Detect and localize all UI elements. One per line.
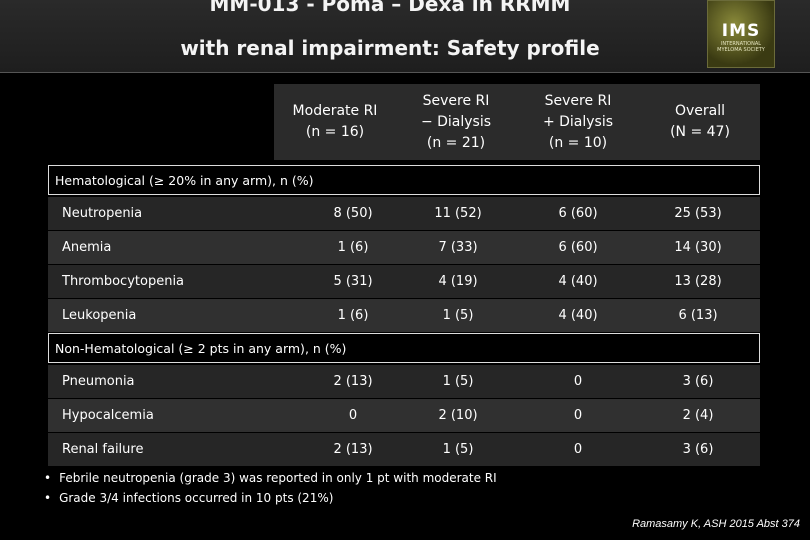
logo-text: IMS [721,21,761,41]
section-header-non-hematological: Non-Hematological (≥ 2 pts in any arm), … [48,333,760,363]
ims-logo: IMS INTERNATIONAL MYELOMA SOCIETY [707,0,775,68]
table-row: Renal failure 2 (13) 1 (5) 0 3 (6) [48,433,760,466]
column-header-severe-ri-dialysis: Severe RI + Dialysis (n = 10) [542,93,614,151]
slide-title-line2: with renal impairment: Safety profile [180,36,600,60]
footnote-item: Grade 3/4 infections occurred in 10 pts … [44,488,497,508]
table-row: Anemia 1 (6) 7 (33) 6 (60) 14 (30) [48,231,760,264]
logo-subtext: INTERNATIONAL MYELOMA SOCIETY [717,41,765,53]
column-header-severe-ri-no-dialysis: Severe RI − Dialysis (n = 21) [420,93,492,151]
table-row: Neutropenia 8 (50) 11 (52) 6 (60) 25 (53… [48,197,760,230]
table-row: Pneumonia 2 (13) 1 (5) 0 3 (6) [48,365,760,398]
section-header-hematological: Hematological (≥ 20% in any arm), n (%) [48,165,760,195]
table-row: Leukopenia 1 (6) 1 (5) 4 (40) 6 (13) [48,299,760,332]
footnote-item: Febrile neutropenia (grade 3) was report… [44,468,497,488]
citation: Ramasamy K, ASH 2015 Abst 374 [632,518,800,530]
slide-title-line1: MM-013 - Poma – Dexa in RRMM [209,0,571,16]
table-row: Hypocalcemia 0 2 (10) 0 2 (4) [48,399,760,432]
table-row: Thrombocytopenia 5 (31) 4 (19) 4 (40) 13… [48,265,760,298]
footnote-list: Febrile neutropenia (grade 3) was report… [44,468,497,508]
column-header-background [274,84,760,160]
column-header-overall: Overall (N = 47) [670,103,730,140]
title-bar: MM-013 - Poma – Dexa in RRMM with renal … [0,0,810,73]
column-header-moderate-ri: Moderate RI (n = 16) [292,103,378,140]
